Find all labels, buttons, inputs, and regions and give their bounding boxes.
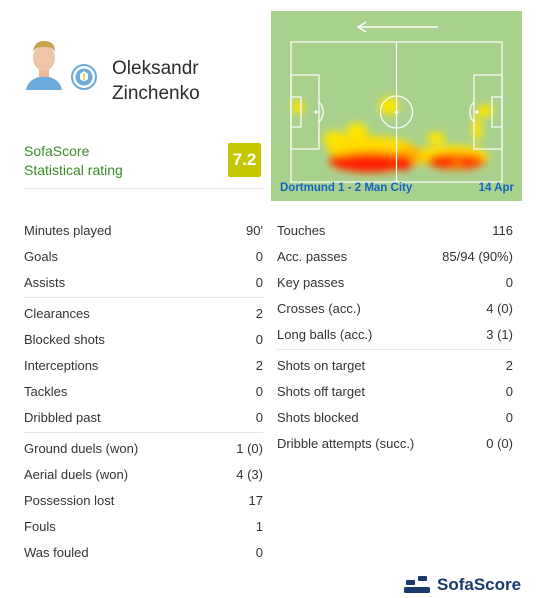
sofascore-logo-icon: [404, 576, 430, 593]
player-last-name: Zinchenko: [112, 83, 200, 104]
stat-label: Touches: [277, 222, 326, 238]
stat-row: Shots on target 2: [277, 352, 513, 378]
stat-value: 0: [505, 383, 513, 399]
stat-value: 2: [255, 305, 263, 321]
stat-label: Tackles: [24, 383, 68, 399]
header-divider: [24, 188, 263, 189]
stat-label: Blocked shots: [24, 331, 105, 347]
sofascore-brand[interactable]: SofaScore: [404, 575, 521, 595]
rating-badge: 7.2: [228, 143, 261, 177]
stat-value: 0: [255, 274, 263, 290]
rating-source: SofaScore: [24, 143, 90, 159]
stat-row: Blocked shots 0: [24, 326, 263, 352]
player-name[interactable]: Oleksandr Zinchenko: [112, 56, 200, 106]
stat-row: Goals 0: [24, 243, 263, 269]
stat-label: Goals: [24, 248, 58, 264]
stat-label: Possession lost: [24, 492, 115, 508]
stat-row: Shots off target 0: [277, 378, 513, 404]
stat-row: Key passes 0: [277, 269, 513, 295]
match-label[interactable]: Dortmund 1 - 2 Man City: [280, 182, 413, 194]
group-separator: [24, 432, 263, 433]
player-first-name: Oleksandr: [112, 58, 199, 79]
stat-row: Tackles 0: [24, 378, 263, 404]
stat-value: 0: [255, 383, 263, 399]
stat-label: Dribbled past: [24, 409, 101, 425]
brand-name: SofaScore: [437, 575, 522, 594]
stat-row: Dribble attempts (succ.) 0 (0): [277, 430, 513, 456]
stat-label: Acc. passes: [277, 248, 348, 264]
stat-value: 2: [255, 357, 263, 373]
stat-value: 4 (3): [236, 466, 263, 482]
stat-row: Fouls 1: [24, 513, 263, 539]
stat-row: Shots blocked 0: [277, 404, 513, 430]
group-separator: [24, 297, 263, 298]
stat-value: 0 (0): [486, 435, 513, 451]
heat-spots: [292, 97, 494, 173]
stat-value: 85/94 (90%): [442, 248, 513, 264]
stat-value: 0: [505, 274, 513, 290]
stat-value: 17: [248, 492, 263, 508]
stat-row: Long balls (acc.) 3 (1): [277, 321, 513, 347]
stat-label: Was fouled: [24, 544, 89, 560]
stats-column-right: Touches 116 Acc. passes 85/94 (90%) Key pass…: [277, 217, 513, 456]
stat-value: 116: [492, 222, 513, 238]
stat-value: 0: [255, 331, 263, 347]
stat-row: Aerial duels (won) 4 (3): [24, 461, 263, 487]
stat-row: Touches 116: [277, 217, 513, 243]
stat-value: 90': [246, 222, 263, 238]
stat-value: 0: [255, 248, 263, 264]
match-date: 14 Apr: [478, 182, 514, 194]
stat-label: Interceptions: [24, 357, 99, 373]
stat-label: Crosses (acc.): [277, 300, 361, 316]
stat-label: Shots on target: [277, 357, 366, 373]
stat-label: Long balls (acc.): [277, 326, 373, 342]
stat-value: 1: [255, 518, 263, 534]
stat-label: Ground duels (won): [24, 440, 139, 456]
stat-row: Possession lost 17: [24, 487, 263, 513]
stat-row: Acc. passes 85/94 (90%): [277, 243, 513, 269]
stats-column-left: Minutes played 90' Goals 0 Assists 0 Clearance…: [24, 217, 263, 565]
stat-label: Fouls: [24, 518, 56, 534]
stat-value: 0: [255, 544, 263, 560]
rating-caption: Statistical rating: [24, 162, 123, 178]
stat-value: 2: [505, 357, 513, 373]
stat-value: 0: [505, 409, 513, 425]
stat-label: Aerial duels (won): [24, 466, 129, 482]
stat-row: Was fouled 0: [24, 539, 263, 565]
attack-direction-arrow-icon: [356, 21, 438, 33]
stat-row: Assists 0: [24, 269, 263, 295]
stat-value: 3 (1): [486, 326, 513, 342]
man-city-crest-icon: [71, 64, 97, 90]
player-photo: [22, 34, 66, 90]
stat-label: Shots blocked: [277, 409, 359, 425]
group-separator: [277, 349, 513, 350]
stat-label: Dribble attempts (succ.): [277, 435, 415, 451]
stat-label: Minutes played: [24, 222, 112, 238]
heatmap: [271, 11, 522, 201]
stat-row: Crosses (acc.) 4 (0): [277, 295, 513, 321]
stat-label: Clearances: [24, 305, 90, 321]
stat-row: Dribbled past 0: [24, 404, 263, 430]
stat-label: Key passes: [277, 274, 345, 290]
stat-value: 4 (0): [486, 300, 513, 316]
stat-label: Shots off target: [277, 383, 365, 399]
stat-row: Clearances 2: [24, 300, 263, 326]
stat-row: Interceptions 2: [24, 352, 263, 378]
stat-label: Assists: [24, 274, 66, 290]
stat-row: Ground duels (won) 1 (0): [24, 435, 263, 461]
stat-value: 0: [255, 409, 263, 425]
rating-label: SofaScore Statistical rating: [24, 142, 123, 180]
stat-value: 1 (0): [236, 440, 263, 456]
stat-row: Minutes played 90': [24, 217, 263, 243]
